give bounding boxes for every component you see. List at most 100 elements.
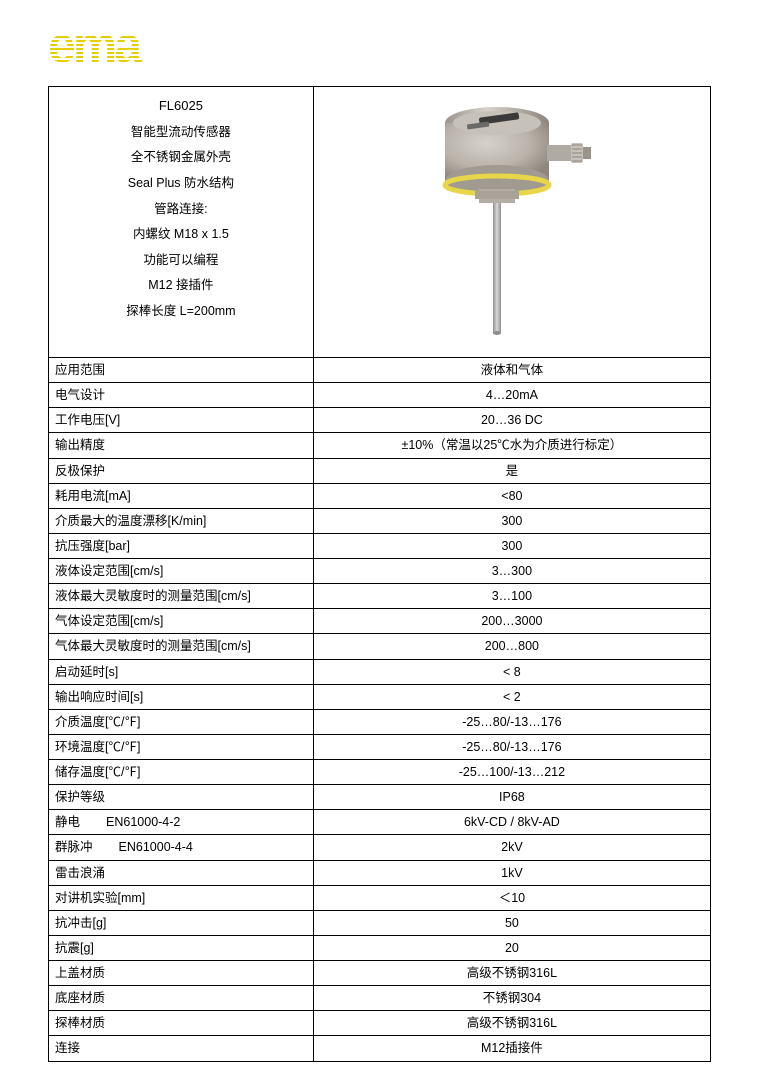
- spec-row: 上盖材质高级不锈钢316L: [49, 961, 711, 986]
- spec-label: 保护等级: [49, 785, 314, 810]
- spec-row: 液体设定范围[cm/s] 3…300: [49, 559, 711, 584]
- spec-value: -25…80/-13…176: [313, 709, 710, 734]
- spec-row: 介质最大的温度漂移[K/min] 300: [49, 508, 711, 533]
- spec-row: 探棒材质高级不锈钢316L: [49, 1011, 711, 1036]
- spec-row: 介质温度[℃/℉] -25…80/-13…176: [49, 709, 711, 734]
- spec-label-text: 介质最大的温度漂移[K/min]: [55, 514, 206, 528]
- spec-label: 储存温度[℃/℉]: [49, 760, 314, 785]
- spec-label: 介质温度[℃/℉]: [49, 709, 314, 734]
- spec-label: 环境温度[℃/℉]: [49, 734, 314, 759]
- spec-row: 储存温度[℃/℉] -25…100/-13…212: [49, 760, 711, 785]
- spec-label: 对讲机实验[mm]: [49, 885, 314, 910]
- spec-row: 耗用电流[mA] <80: [49, 483, 711, 508]
- spec-row: 应用范围液体和气体: [49, 358, 711, 383]
- spec-value: < 2: [313, 684, 710, 709]
- spec-standard: EN61000-4-4: [119, 838, 193, 856]
- spec-label-text: 反极保护: [55, 464, 105, 478]
- spec-label-text: 工作电压[V]: [55, 413, 120, 427]
- spec-value: 20: [313, 935, 710, 960]
- logo: ema: [48, 20, 711, 72]
- spec-value: -25…100/-13…212: [313, 760, 710, 785]
- spec-label-text: 对讲机实验[mm]: [55, 891, 145, 905]
- spec-row: 雷击浪涌1kV: [49, 860, 711, 885]
- product-image: [397, 93, 627, 348]
- spec-label-text: 抗冲击[g]: [55, 916, 106, 930]
- spec-value: 2kV: [313, 835, 710, 860]
- spec-row: 抗冲击[g] 50: [49, 910, 711, 935]
- spec-label: 输出精度: [49, 433, 314, 458]
- spec-label: 应用范围: [49, 358, 314, 383]
- spec-value: 3…100: [313, 584, 710, 609]
- spec-label-text: 群脉冲: [55, 840, 93, 854]
- header-line: 探棒长度 L=200mm: [53, 299, 309, 325]
- spec-value: < 8: [313, 659, 710, 684]
- spec-label: 抗震[g]: [49, 935, 314, 960]
- spec-value: 不锈钢304: [313, 986, 710, 1011]
- spec-label: 连接: [49, 1036, 314, 1061]
- spec-row: 对讲机实验[mm]＜10: [49, 885, 711, 910]
- spec-label: 耗用电流[mA]: [49, 483, 314, 508]
- spec-value: 300: [313, 508, 710, 533]
- product-image-cell: [313, 87, 710, 358]
- header-line: 管路连接:: [53, 197, 309, 223]
- spec-label-text: 雷击浪涌: [55, 866, 105, 880]
- spec-value: 高级不锈钢316L: [313, 1011, 710, 1036]
- header-line: M12 接插件: [53, 273, 309, 299]
- spec-value: M12插接件: [313, 1036, 710, 1061]
- spec-value: 300: [313, 533, 710, 558]
- spec-label: 介质最大的温度漂移[K/min]: [49, 508, 314, 533]
- datasheet-table: FL6025 智能型流动传感器 全不锈钢金属外壳 Seal Plus 防水结构 …: [48, 86, 711, 1062]
- spec-label: 液体最大灵敏度时的测量范围[cm/s]: [49, 584, 314, 609]
- spec-value: 200…800: [313, 634, 710, 659]
- spec-row: 气体最大灵敏度时的测量范围[cm/s]200…800: [49, 634, 711, 659]
- spec-label: 探棒材质: [49, 1011, 314, 1036]
- spec-row: 启动延时[s] < 8: [49, 659, 711, 684]
- spec-value: 3…300: [313, 559, 710, 584]
- spec-label: 抗冲击[g]: [49, 910, 314, 935]
- spec-label: 气体最大灵敏度时的测量范围[cm/s]: [49, 634, 314, 659]
- spec-row: 抗压强度[bar] 300: [49, 533, 711, 558]
- spec-row: 抗震[g] 20: [49, 935, 711, 960]
- spec-value: ±10%（常温以25℃水为介质进行标定）: [313, 433, 710, 458]
- spec-label: 反极保护: [49, 458, 314, 483]
- spec-label: 启动延时[s]: [49, 659, 314, 684]
- spec-label: 液体设定范围[cm/s]: [49, 559, 314, 584]
- spec-value: IP68: [313, 785, 710, 810]
- spec-row: 反极保护是: [49, 458, 711, 483]
- spec-label-text: 耗用电流[mA]: [55, 489, 131, 503]
- spec-row: 输出响应时间[s] < 2: [49, 684, 711, 709]
- spec-label-text: 输出响应时间[s]: [55, 690, 143, 704]
- spec-label-text: 抗震[g]: [55, 941, 94, 955]
- spec-value: 20…36 DC: [313, 408, 710, 433]
- spec-label-text: 储存温度[℃/℉]: [55, 765, 140, 779]
- svg-text:ema: ema: [48, 20, 143, 72]
- header-line: 内螺纹 M18 x 1.5: [53, 222, 309, 248]
- spec-label: 输出响应时间[s]: [49, 684, 314, 709]
- model-number: FL6025: [53, 93, 309, 120]
- spec-label-text: 保护等级: [55, 790, 105, 804]
- header-line: Seal Plus 防水结构: [53, 171, 309, 197]
- spec-label: 底座材质: [49, 986, 314, 1011]
- spec-row: 保护等级 IP68: [49, 785, 711, 810]
- spec-row: 底座材质不锈钢304: [49, 986, 711, 1011]
- spec-value: 高级不锈钢316L: [313, 961, 710, 986]
- spec-value: -25…80/-13…176: [313, 734, 710, 759]
- spec-row: 输出精度 ±10%（常温以25℃水为介质进行标定）: [49, 433, 711, 458]
- spec-label-text: 电气设计: [55, 388, 105, 402]
- spec-standard: EN61000-4-2: [106, 813, 180, 831]
- spec-label-text: 输出精度: [55, 438, 105, 452]
- spec-label-text: 抗压强度[bar]: [55, 539, 130, 553]
- spec-value: 50: [313, 910, 710, 935]
- spec-label: 上盖材质: [49, 961, 314, 986]
- spec-row: 工作电压[V] 20…36 DC: [49, 408, 711, 433]
- spec-label-text: 静电: [55, 815, 80, 829]
- spec-label-text: 液体设定范围[cm/s]: [55, 564, 163, 578]
- spec-label-text: 液体最大灵敏度时的测量范围[cm/s]: [55, 589, 251, 603]
- spec-label-text: 启动延时[s]: [55, 665, 118, 679]
- spec-value: 4…20mA: [313, 383, 710, 408]
- spec-label-text: 介质温度[℃/℉]: [55, 715, 140, 729]
- header-cell: FL6025 智能型流动传感器 全不锈钢金属外壳 Seal Plus 防水结构 …: [49, 87, 314, 358]
- spec-row: 气体设定范围[cm/s]200…3000: [49, 609, 711, 634]
- spec-value: <80: [313, 483, 710, 508]
- spec-label: 电气设计: [49, 383, 314, 408]
